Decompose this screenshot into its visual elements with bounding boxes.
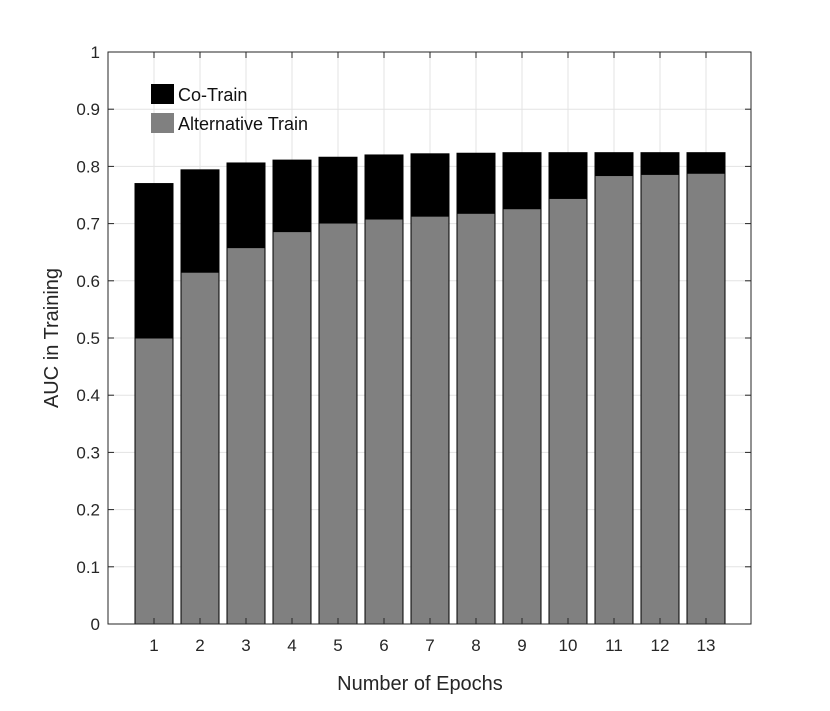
x-tick-label: 10 (559, 636, 578, 655)
x-tick-label: 6 (379, 636, 388, 655)
legend: Co-Train Alternative Train (151, 84, 308, 134)
x-tick-label: 3 (241, 636, 250, 655)
bar-alternative-train (502, 208, 542, 625)
bar-alternative-train (686, 172, 726, 625)
x-axis: 1 2 3 4 5 6 7 8 9 10 11 12 13 (149, 52, 715, 655)
x-tick-label: 7 (425, 636, 434, 655)
bar-series (134, 152, 726, 625)
y-tick-label: 0.5 (76, 329, 100, 348)
y-tick-label: 0.7 (76, 215, 100, 234)
legend-swatch-co-train (151, 84, 174, 104)
y-tick-label: 0.9 (76, 100, 100, 119)
bar-alternative-train (594, 175, 634, 625)
bar-alternative-train (364, 218, 404, 625)
bar-alternative-train (548, 197, 588, 625)
y-axis: 0 0.1 0.2 0.3 0.4 0.5 0.6 0.7 0.8 0.9 1 (76, 43, 751, 634)
legend-swatch-alternative-train (151, 113, 174, 133)
bar-alternative-train (226, 247, 266, 625)
legend-label-co-train: Co-Train (178, 85, 247, 105)
x-tick-label: 5 (333, 636, 342, 655)
y-tick-label: 0.4 (76, 386, 100, 405)
x-tick-label: 2 (195, 636, 204, 655)
x-tick-label: 12 (651, 636, 670, 655)
x-tick-label: 1 (149, 636, 158, 655)
bar-alternative-train (272, 231, 312, 625)
x-tick-label: 13 (697, 636, 716, 655)
y-tick-label: 0 (91, 615, 100, 634)
y-tick-label: 0.1 (76, 558, 100, 577)
x-tick-label: 11 (605, 636, 623, 655)
bar-alternative-train (180, 271, 220, 625)
bar-alternative-train (456, 212, 496, 625)
bar-alternative-train (410, 215, 450, 625)
x-axis-title: Number of Epochs (337, 673, 503, 695)
y-tick-label: 0.3 (76, 443, 100, 462)
x-tick-label: 8 (471, 636, 480, 655)
y-tick-label: 1 (91, 43, 100, 62)
y-axis-title: AUC in Training (41, 268, 63, 408)
bar-alternative-train (318, 222, 358, 625)
x-tick-label: 9 (517, 636, 526, 655)
y-tick-label: 0.8 (76, 157, 100, 176)
bar-alternative-train (640, 173, 680, 625)
y-tick-label: 0.2 (76, 501, 100, 520)
legend-label-alternative-train: Alternative Train (178, 114, 308, 134)
y-tick-label: 0.6 (76, 272, 100, 291)
x-tick-label: 4 (287, 636, 296, 655)
bar-alternative-train (134, 337, 174, 625)
